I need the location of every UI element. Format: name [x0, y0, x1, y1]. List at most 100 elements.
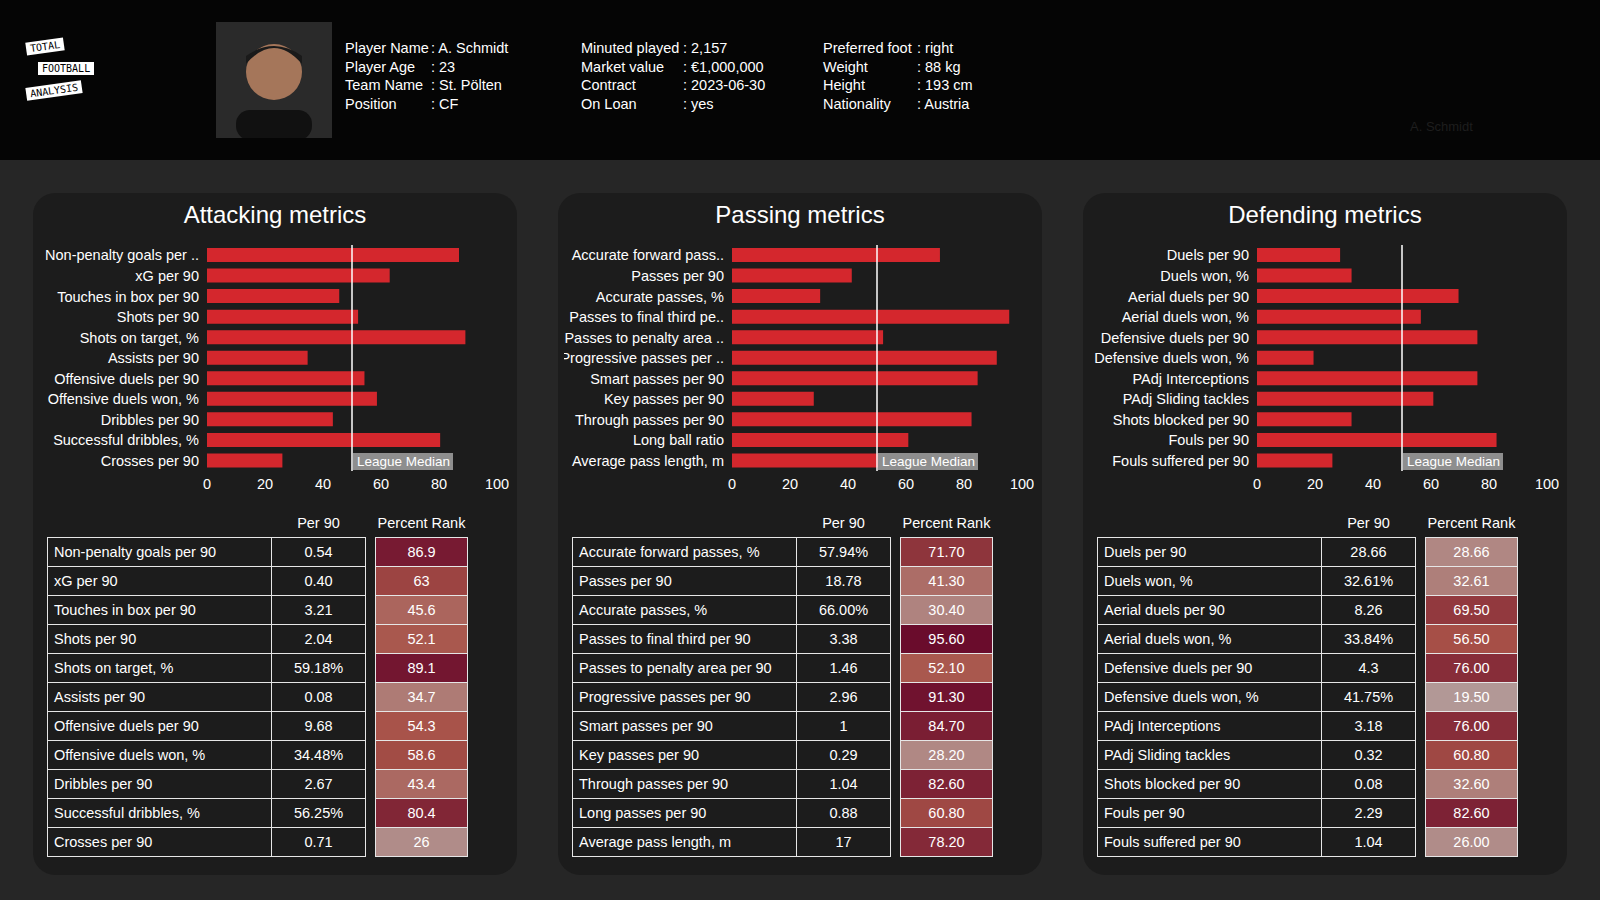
svg-text:Duels won, %: Duels won, %: [1160, 268, 1249, 284]
html-text:Shots on target, %: Shots on target, %: [54, 660, 174, 676]
html-text:Preferred foot : right: Preferred foot : right: [823, 40, 954, 56]
html-text:: €1,000,000: : €1,000,000: [683, 58, 764, 75]
svg-text:Assists per 90: Assists per 90: [108, 350, 199, 366]
svg-text:100: 100: [1010, 476, 1034, 492]
svg-text:0: 0: [1253, 476, 1261, 492]
svg-text:Through passes per 90: Through passes per 90: [575, 412, 724, 428]
svg-text:PAdj Interceptions: PAdj Interceptions: [1132, 371, 1249, 387]
svg-text:60: 60: [1423, 476, 1439, 492]
html-text:: 23: : 23: [431, 58, 456, 75]
svg-text:Touches in box per 90: Touches in box per 90: [57, 289, 199, 305]
svg-text:Defensive duels won, %: Defensive duels won, %: [1094, 350, 1249, 366]
svg-text:League Median: League Median: [882, 454, 975, 469]
html-text:Passing metrics: Passing metrics: [715, 201, 885, 228]
html-text:: Austria: : Austria: [917, 95, 970, 112]
html-text:: 193 cm: : 193 cm: [917, 77, 973, 93]
svg-text:Shots on target, %: Shots on target, %: [80, 330, 199, 346]
html-text:Shots per 90: Shots per 90: [54, 631, 137, 647]
html-text:52.1: 52.1: [407, 631, 436, 647]
svg-text:20: 20: [1307, 476, 1323, 492]
html-text:Offensive duels per 90: Offensive duels per 90: [54, 718, 199, 734]
html-text:59.18%: 59.18%: [293, 660, 344, 676]
html-text:: 2023-06-30: : 2023-06-30: [683, 77, 766, 93]
html-text:Player Name: A. Schmidt: Player Name: A. Schmidt: [345, 40, 509, 56]
html-text:: yes: : yes: [683, 95, 714, 112]
svg-text:League Median: League Median: [357, 454, 450, 469]
html-text:Defending metrics: Defending metrics: [1228, 201, 1422, 228]
svg-text:0: 0: [728, 476, 736, 492]
html-text:Percent Rank: Percent Rank: [377, 515, 466, 531]
svg-text:Dribbles per 90: Dribbles per 90: [101, 412, 199, 428]
svg-text:Aerial duels per 90: Aerial duels per 90: [1128, 289, 1249, 305]
html-text:xG per 90: xG per 90: [54, 573, 118, 589]
svg-text:Fouls per 90: Fouls per 90: [1168, 432, 1249, 448]
svg-text:100: 100: [485, 476, 509, 492]
svg-text:Passes to final third pe..: Passes to final third pe..: [569, 309, 724, 325]
html-text:Player Age: Player Age: [345, 58, 416, 75]
html-text:45.6: 45.6: [407, 602, 436, 618]
svg-text:Progressive passes per ..: Progressive passes per ..: [564, 350, 724, 366]
svg-text:Shots blocked per 90: Shots blocked per 90: [1113, 412, 1249, 428]
svg-text:Non-penalty goals per ..: Non-penalty goals per ..: [45, 247, 199, 263]
svg-text:Passes to penalty area ..: Passes to penalty area ..: [564, 330, 724, 346]
svg-text:0: 0: [203, 476, 211, 492]
html-text:Attacking metrics: Attacking metrics: [183, 201, 367, 228]
svg-text:Long ball ratio: Long ball ratio: [633, 432, 724, 448]
svg-text:Key passes per 90: Key passes per 90: [604, 391, 724, 407]
svg-text:Shots per 90: Shots per 90: [117, 309, 199, 325]
svg-text:Aerial duels won, %: Aerial duels won, %: [1122, 309, 1249, 325]
svg-text:PAdj Sliding tackles: PAdj Sliding tackles: [1123, 391, 1249, 407]
svg-text:80: 80: [431, 476, 447, 492]
html-text:34.7: 34.7: [407, 689, 436, 705]
html-text:0.40: 0.40: [304, 573, 333, 589]
svg-text:Offensive duels won, %: Offensive duels won, %: [48, 391, 199, 407]
svg-text:40: 40: [315, 476, 331, 492]
svg-text:Defensive duels per 90: Defensive duels per 90: [1101, 330, 1249, 346]
svg-text:Average pass length, m: Average pass length, m: [572, 453, 724, 469]
html-text:86.9: 86.9: [407, 544, 436, 560]
svg-text:60: 60: [373, 476, 389, 492]
svg-text:20: 20: [257, 476, 273, 492]
html-text:On Loan: On Loan: [581, 95, 637, 112]
html-text:Market value: Market value: [581, 58, 664, 75]
svg-text:40: 40: [840, 476, 856, 492]
svg-text:Smart passes per 90: Smart passes per 90: [590, 371, 724, 387]
html-text:: 88 kg: : 88 kg: [917, 58, 961, 75]
svg-text:Accurate forward pass..: Accurate forward pass..: [572, 247, 724, 263]
html-text:Height: Height: [823, 77, 865, 93]
svg-text:100: 100: [1535, 476, 1559, 492]
html-text:Team Name: Team Name: [345, 77, 424, 93]
html-text:3.21: 3.21: [304, 602, 333, 618]
svg-text:Accurate passes, %: Accurate passes, %: [596, 289, 724, 305]
html-text:0.08: 0.08: [304, 689, 333, 705]
html-text:63: 63: [413, 573, 430, 589]
html-text:Non-penalty goals per 90: Non-penalty goals per 90: [54, 544, 216, 560]
svg-text:Duels per 90: Duels per 90: [1167, 247, 1249, 263]
html-text:Per 90: Per 90: [297, 515, 340, 531]
svg-text:League Median: League Median: [1407, 454, 1500, 469]
svg-text:80: 80: [1481, 476, 1497, 492]
html-text:Nationality: Nationality: [823, 95, 891, 112]
html-text:89.1: 89.1: [407, 660, 436, 676]
svg-text:40: 40: [1365, 476, 1381, 492]
svg-text:xG per 90: xG per 90: [135, 268, 199, 284]
svg-text:60: 60: [898, 476, 914, 492]
html-text:Assists per 90: Assists per 90: [54, 689, 146, 705]
html-text:Minuted played : 2,157: Minuted played : 2,157: [581, 40, 728, 56]
html-text:Position: Position: [345, 95, 397, 112]
svg-text:80: 80: [956, 476, 972, 492]
svg-text:20: 20: [782, 476, 798, 492]
html-text:2.04: 2.04: [304, 631, 333, 647]
svg-text:Successful dribbles, %: Successful dribbles, %: [53, 432, 199, 448]
svg-text:Fouls suffered per 90: Fouls suffered per 90: [1112, 453, 1249, 469]
svg-text:Passes per 90: Passes per 90: [631, 268, 724, 284]
html-text:: CF: : CF: [431, 95, 459, 112]
html-text:Touches in box per 90: Touches in box per 90: [54, 602, 196, 618]
svg-text:Crosses per 90: Crosses per 90: [101, 453, 199, 469]
html-text:0.54: 0.54: [304, 544, 333, 560]
html-text:: St. Pölten: : St. Pölten: [431, 77, 502, 93]
html-text:Weight: Weight: [823, 58, 868, 75]
html-text:Contract: Contract: [581, 77, 636, 93]
html-text:ANALYSIS: ANALYSIS: [29, 81, 79, 100]
svg-text:Offensive duels per 90: Offensive duels per 90: [54, 371, 199, 387]
